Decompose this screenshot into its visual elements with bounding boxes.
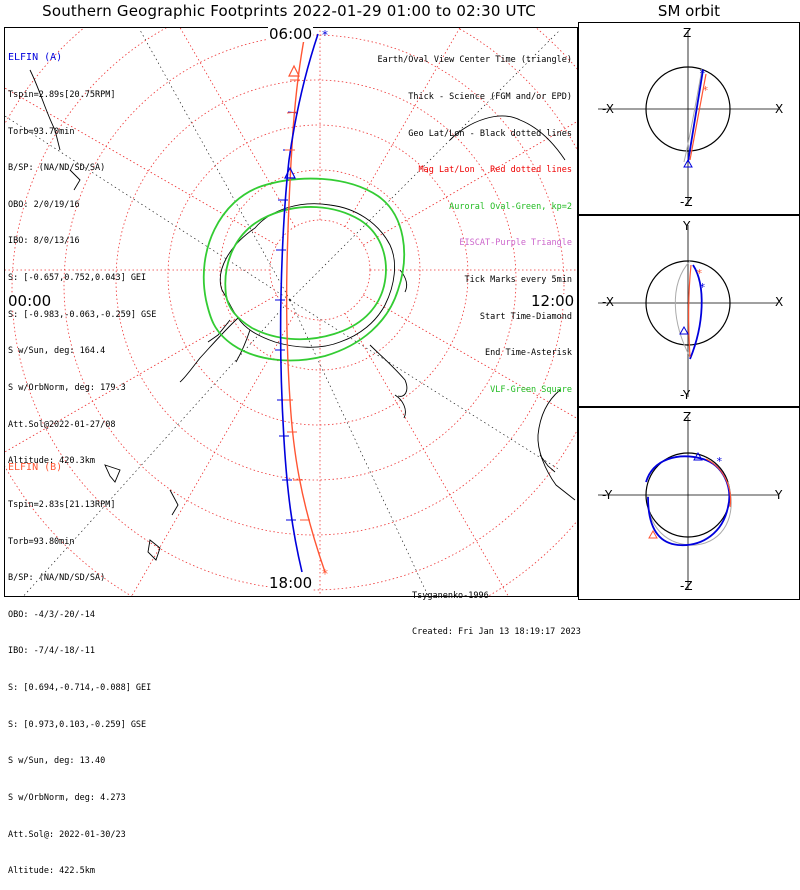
page-title: Southern Geographic Footprints 2022-01-2… [42,2,536,20]
legend-item: End Time-Asterisk [485,348,572,359]
elfin-b-line: S w/Sun, deg: 13.40 [8,756,106,767]
sm-plot-xz: * * [598,30,778,205]
sm3-bottom-label: -Z [680,579,693,593]
sm2-top-label: Y [683,219,691,233]
elfin-b-line: Torb=93.80min [8,536,75,547]
sm1-right-label: X [775,102,784,116]
elfin-b-line: S: [0.694,-0.714,-0.088] GEI [8,683,152,694]
auroral-oval [202,177,406,362]
elfin-b-line: Att.Sol@: 2022-01-30/23 [8,829,126,840]
sm1-bottom-label: -Z [680,195,693,209]
orbit-a-end-asterisk: * [322,28,328,42]
orbit-b-end-asterisk: * [322,567,328,581]
svg-text:*: * [699,281,706,294]
elfin-a-line: Torb=93.70min [8,126,75,137]
sm3-right-label: Y [775,488,783,502]
hour-label-top: 06:00 [268,25,314,43]
legend-item: Tick Marks every 5min [464,275,572,286]
sm3-left-label: -Y [602,488,613,502]
sm3-top-label: Z [683,410,692,424]
elfin-a-line: S: [-0.983,-0.063,-0.259] GSE [8,309,157,320]
svg-text:*: * [716,455,723,468]
elfin-a-line: OBO: 2/0/19/16 [8,199,80,210]
hour-label-right: 12:00 [530,292,576,310]
elfin-a-line: S w/OrbNorm, deg: 179.3 [8,382,126,393]
elfin-b-line: Tspin=2.83s[21.13RPM] [8,500,116,511]
elfin-b-info: ELFIN (B) Tspin=2.83s[21.13RPM] Torb=93.… [8,438,151,890]
orbit-b-center-triangle [288,64,300,77]
sm1-left-label: -X [602,102,614,116]
geo-grid [5,29,561,596]
sm2-bottom-label: -Y [680,388,691,402]
orbit-elfin-a [279,33,319,573]
polar-map: * * [5,28,577,596]
legend-item: Geo Lat/Lon - Black dotted lines [408,128,572,139]
hour-label-bottom: 18:00 [268,574,314,592]
elfin-a-info: ELFIN (A) Tspin=2.89s[20.75RPM] Torb=93.… [8,28,156,480]
legend-item: EISCAT-Purple Triangle [459,238,572,249]
svg-text:*: * [696,267,703,280]
sm-orbit-title: SM orbit [657,2,721,20]
orbit-b-ticks [283,79,310,521]
sm2-left-label: -X [602,295,614,309]
elfin-b-line: IBO: -7/4/-18/-11 [8,646,95,657]
sm-plot-xy: * * [598,225,778,397]
credits: Tsyganenko-1996 Created: Fri Jan 13 18:1… [412,566,581,650]
elfin-a-line: S w/Sun, deg: 164.4 [8,346,106,357]
elfin-a-line: Tspin=2.89s[20.75RPM] [8,90,116,101]
elfin-b-line: Altitude: 422.5km [8,866,95,877]
elfin-b-line: B/SP: (NA/ND/SD/SA) [8,573,106,584]
legend: Earth/Oval View Center Time (triangle) T… [378,30,572,408]
legend-item: VLF-Green Square [490,384,572,395]
legend-item: Auroral Oval-Green, kp=2 [449,201,572,212]
elfin-a-line: S: [-0.657,0.752,0.043] GEI [8,273,147,284]
created-timestamp: Created: Fri Jan 13 18:19:17 2023 [412,627,581,637]
sm-plot-yz: * [598,417,778,590]
coastlines [29,69,576,561]
model-name: Tsyganenko-1996 [412,591,489,601]
sm2-right-label: X [775,295,784,309]
svg-text:*: * [699,67,706,80]
elfin-b-line: S: [0.973,0.103,-0.259] GSE [8,719,147,730]
elfin-a-header: ELFIN (A) [8,52,63,64]
elfin-b-line: S w/OrbNorm, deg: 4.273 [8,792,126,803]
svg-text:*: * [702,84,709,97]
legend-item: Start Time-Diamond [479,311,572,322]
hour-label-left: 00:00 [7,292,53,310]
orbit-a-center-triangle [284,166,296,179]
legend-item: Earth/Oval View Center Time (triangle) [377,55,572,66]
orbit-elfin-b [285,33,326,573]
legend-item: Mag Lat/Lon - Red dotted lines [418,165,572,176]
elfin-a-line: IBO: 8/0/13/16 [8,236,80,247]
elfin-b-header: ELFIN (B) [8,462,63,474]
elfin-a-line: Att.Sol@2022-01-27/08 [8,419,116,430]
elfin-a-line: B/SP: (NA/ND/SD/SA) [8,163,106,174]
elfin-b-line: OBO: -4/3/-20/-14 [8,609,95,620]
legend-item: Thick - Science (FGM and/or EPD) [408,92,572,103]
sm1-top-label: Z [683,26,692,40]
elfin-a-line: Altitude: 420.3km [8,456,95,467]
